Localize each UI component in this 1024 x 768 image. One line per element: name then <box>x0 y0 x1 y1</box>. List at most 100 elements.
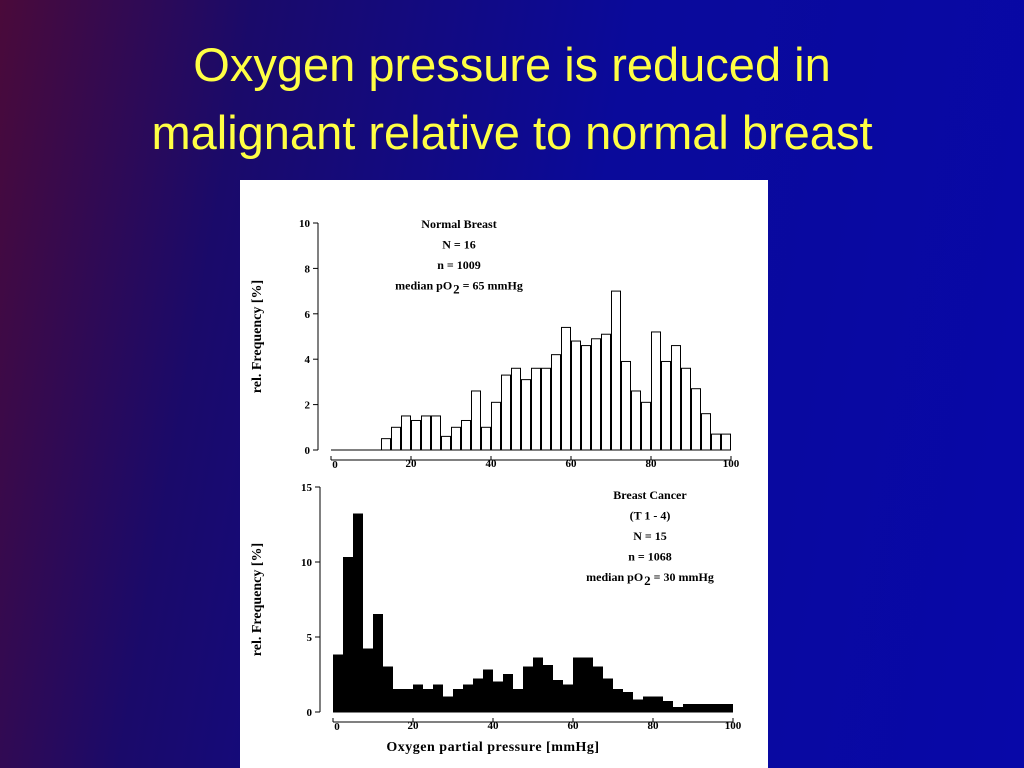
bar <box>601 333 611 451</box>
bar <box>663 701 673 713</box>
bar <box>343 557 353 713</box>
x-tick-label: 40 <box>486 458 498 470</box>
annotation-median: median pO2 = 30 mmHg <box>586 570 714 588</box>
bar <box>671 345 681 451</box>
bar <box>473 678 483 713</box>
annotation: (T 1 - 4) <box>630 509 671 523</box>
bar <box>413 684 423 713</box>
bar <box>333 654 343 713</box>
bar <box>441 435 451 451</box>
bar <box>623 692 633 713</box>
annotation-part: median pO <box>395 279 452 293</box>
x-tick-label: 60 <box>566 458 578 470</box>
annotation: Breast Cancer <box>613 488 687 502</box>
bar <box>691 388 701 451</box>
y-tick-label: 10 <box>301 557 313 569</box>
bar <box>553 680 563 713</box>
bar <box>583 657 593 713</box>
bar <box>443 696 453 713</box>
bar <box>401 415 411 451</box>
bar <box>723 704 733 713</box>
annotation-part: = 30 mmHg <box>654 570 714 584</box>
y-axis-label: rel. Frequency [%] <box>250 280 265 393</box>
bar <box>641 401 651 451</box>
y-tick-label: 0 <box>307 707 313 719</box>
bar <box>461 419 471 451</box>
bar <box>541 367 551 451</box>
bar <box>593 666 603 713</box>
x-tick-label: 100 <box>725 720 742 732</box>
bar <box>491 401 501 451</box>
bar <box>433 684 443 713</box>
x-tick-label: 0 <box>334 721 340 733</box>
bar <box>651 331 661 451</box>
bar <box>563 684 573 713</box>
bar <box>513 689 523 713</box>
bar <box>633 699 643 713</box>
bar <box>393 689 403 713</box>
bar <box>643 696 653 713</box>
bar <box>551 354 561 451</box>
bar <box>383 666 393 713</box>
slide-title: Oxygen pressure is reduced in <box>193 38 831 91</box>
bar <box>421 415 431 451</box>
bar <box>451 426 461 451</box>
x-tick-label: 20 <box>406 458 418 470</box>
bar <box>463 684 473 713</box>
bar <box>581 345 591 451</box>
y-tick-label: 15 <box>301 482 313 494</box>
bar <box>403 689 413 713</box>
bar <box>713 704 723 713</box>
annotation-part: 2 <box>644 573 651 588</box>
x-axis-label: Oxygen partial pressure [mmHg] <box>386 740 599 755</box>
bar <box>493 681 503 713</box>
bar <box>561 326 571 451</box>
bar <box>471 390 481 451</box>
x-tick-label: 80 <box>646 458 658 470</box>
x-tick-label: 100 <box>723 458 740 470</box>
bar <box>381 438 391 451</box>
bar <box>523 666 533 713</box>
bar <box>431 415 441 451</box>
x-tick-label: 80 <box>648 720 660 732</box>
bar <box>673 707 683 713</box>
bar <box>681 367 691 451</box>
bar <box>661 360 671 451</box>
bar <box>373 614 383 713</box>
bar <box>693 704 703 713</box>
bar <box>353 513 363 713</box>
bar <box>453 689 463 713</box>
bar <box>571 340 581 451</box>
bar <box>533 657 543 713</box>
bar <box>573 657 583 713</box>
annotation: N = 16 <box>442 238 476 252</box>
bar <box>501 374 511 451</box>
bar <box>711 433 721 451</box>
bar <box>363 648 373 713</box>
bar <box>521 379 531 451</box>
y-tick-label: 4 <box>305 354 311 366</box>
bar <box>543 665 553 713</box>
x-tick-label: 20 <box>408 720 420 732</box>
bar <box>503 674 513 713</box>
bar <box>591 338 601 451</box>
y-axis-label: rel. Frequency [%] <box>250 543 265 656</box>
bar <box>483 669 493 713</box>
bar <box>411 419 421 451</box>
y-tick-label: 0 <box>305 445 311 457</box>
bar <box>631 390 641 451</box>
bar <box>481 426 491 451</box>
bar <box>621 360 631 451</box>
annotation-median: median pO2 = 65 mmHg <box>395 279 523 297</box>
y-tick-label: 10 <box>299 218 311 230</box>
bar <box>703 704 713 713</box>
bar <box>423 689 433 713</box>
x-tick-label: 0 <box>332 459 338 471</box>
annotation: N = 15 <box>633 529 667 543</box>
bar <box>683 704 693 713</box>
bar <box>391 426 401 451</box>
bar <box>511 367 521 451</box>
bar <box>721 433 731 451</box>
